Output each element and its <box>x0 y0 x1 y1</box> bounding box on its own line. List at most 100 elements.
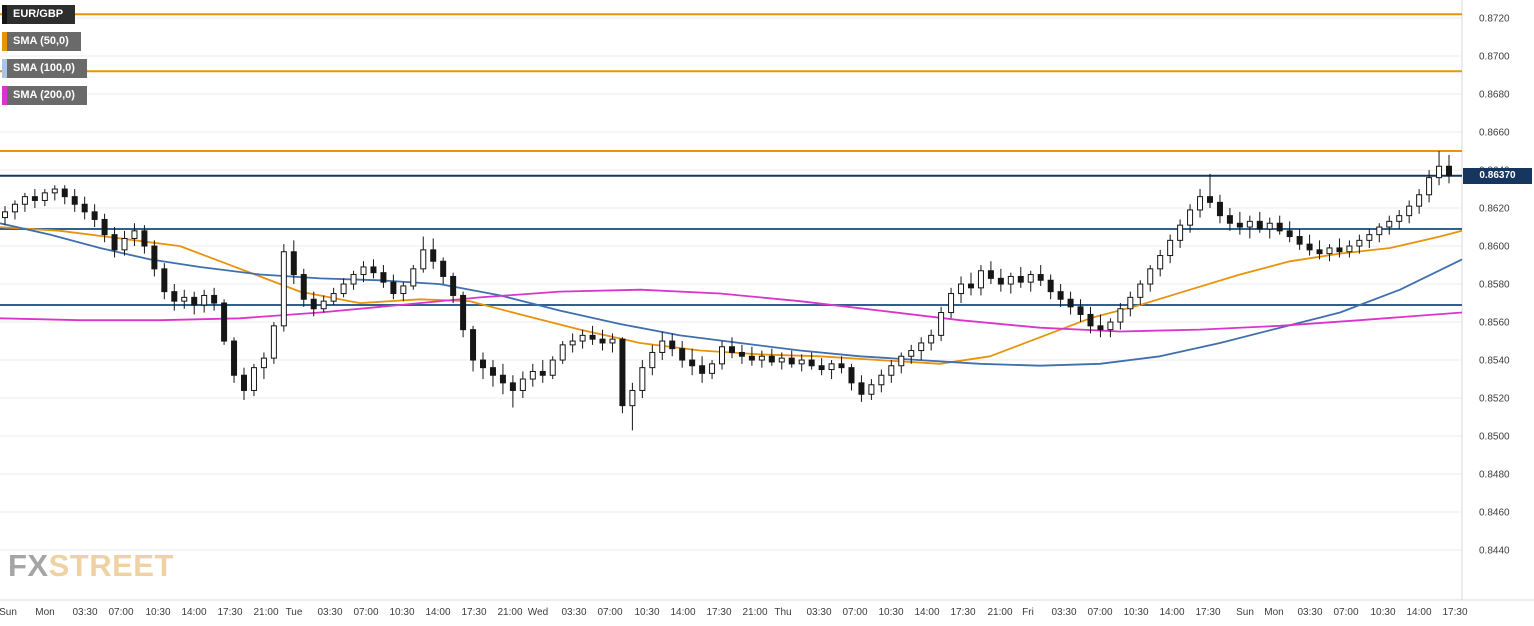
time-axis-label: 17:30 <box>1195 607 1220 618</box>
time-axis-label: 17:30 <box>217 607 242 618</box>
candle <box>51 188 58 194</box>
candle <box>1017 275 1024 283</box>
candle <box>1087 313 1094 327</box>
candle <box>569 340 576 346</box>
candle <box>1127 296 1134 310</box>
candle <box>539 370 546 376</box>
candle <box>161 268 168 293</box>
candle <box>599 338 606 344</box>
instrument-name: EUR/GBP <box>13 8 64 20</box>
time-axis-label: 14:00 <box>670 607 695 618</box>
sma100-color-strip <box>2 59 7 78</box>
candle <box>1286 230 1293 238</box>
candle <box>1147 268 1154 285</box>
legend-item-sma200[interactable]: SMA (200,0) <box>2 86 87 105</box>
candle <box>868 384 875 395</box>
time-axis-label: 21:00 <box>987 607 1012 618</box>
candle <box>1057 291 1064 300</box>
candle <box>649 351 656 369</box>
candle <box>460 294 467 331</box>
time-axis-label: Thu <box>774 607 791 618</box>
candle <box>1117 308 1124 323</box>
candle <box>908 350 915 357</box>
candle <box>21 196 28 205</box>
chart-legend: EUR/GBP SMA (50,0) SMA (100,0) SMA (200,… <box>2 5 87 105</box>
candle <box>91 211 98 220</box>
candle <box>201 294 208 306</box>
candle <box>1446 165 1452 177</box>
time-axis-label: 14:00 <box>1406 607 1431 618</box>
candle <box>977 270 984 289</box>
candle <box>71 196 78 205</box>
candle <box>758 355 765 361</box>
candle <box>221 302 228 342</box>
legend-item-sma100[interactable]: SMA (100,0) <box>2 59 87 78</box>
candle <box>1426 177 1433 196</box>
price-axis-label: 0.8620 <box>1479 204 1510 215</box>
candle <box>549 359 556 376</box>
time-axis-label: 03:30 <box>561 607 586 618</box>
candle <box>679 348 686 361</box>
time-axis-label: Sun <box>0 607 17 618</box>
candle <box>340 283 347 295</box>
legend-item-instrument[interactable]: EUR/GBP <box>2 5 76 24</box>
time-axis-label: 10:30 <box>1123 607 1148 618</box>
time-axis-label: 14:00 <box>914 607 939 618</box>
candle <box>519 378 526 391</box>
candle <box>330 293 337 302</box>
price-axis-label: 0.8440 <box>1479 546 1510 557</box>
candle <box>848 367 855 384</box>
price-axis-label: 0.8600 <box>1479 242 1510 253</box>
last-price-badge: 0.86370 <box>1463 167 1532 184</box>
time-axis-label: 17:30 <box>950 607 975 618</box>
candle <box>320 300 327 310</box>
candle <box>1137 283 1144 298</box>
candle <box>828 363 835 371</box>
fxstreet-watermark: FXSTREET <box>8 548 174 584</box>
candle <box>300 274 307 300</box>
candle <box>1356 239 1363 247</box>
candle <box>1256 220 1263 230</box>
time-axis-label: 14:00 <box>181 607 206 618</box>
price-axis-label: 0.8560 <box>1479 318 1510 329</box>
candle <box>639 367 646 391</box>
candle <box>878 374 885 386</box>
candle <box>430 249 437 262</box>
time-axis-label: 14:00 <box>1159 607 1184 618</box>
sma100-label: SMA (100,0) <box>13 62 75 74</box>
time-axis-label: 10:30 <box>1370 607 1395 618</box>
time-axis-label: 14:00 <box>425 607 450 618</box>
candle <box>1276 222 1283 232</box>
candle <box>410 268 417 287</box>
time-axis-label: 17:30 <box>1442 607 1467 618</box>
candle <box>1187 209 1194 226</box>
legend-item-sma50[interactable]: SMA (50,0) <box>2 32 81 51</box>
candle <box>928 334 935 344</box>
candle <box>1226 215 1233 224</box>
candle <box>101 218 108 236</box>
time-axis-label: 17:30 <box>706 607 731 618</box>
candle <box>111 234 118 251</box>
candle <box>1306 243 1313 251</box>
time-axis-label: 03:30 <box>1297 607 1322 618</box>
time-axis-label: 10:30 <box>634 607 659 618</box>
candle <box>141 230 148 247</box>
time-axis-label: 17:30 <box>461 607 486 618</box>
candle <box>958 283 965 295</box>
candle <box>1107 321 1114 331</box>
time-axis-label: Mon <box>35 607 54 618</box>
price-axis-label: 0.8520 <box>1479 394 1510 405</box>
candle <box>270 325 277 359</box>
candle <box>61 188 68 198</box>
candle <box>181 296 188 302</box>
candle <box>250 367 257 391</box>
sma-100-line <box>0 222 1463 367</box>
candle <box>1177 224 1184 241</box>
time-axis-label: 07:00 <box>842 607 867 618</box>
candle <box>559 344 566 361</box>
candle <box>748 355 755 361</box>
candle <box>400 285 407 295</box>
candle <box>728 346 735 353</box>
